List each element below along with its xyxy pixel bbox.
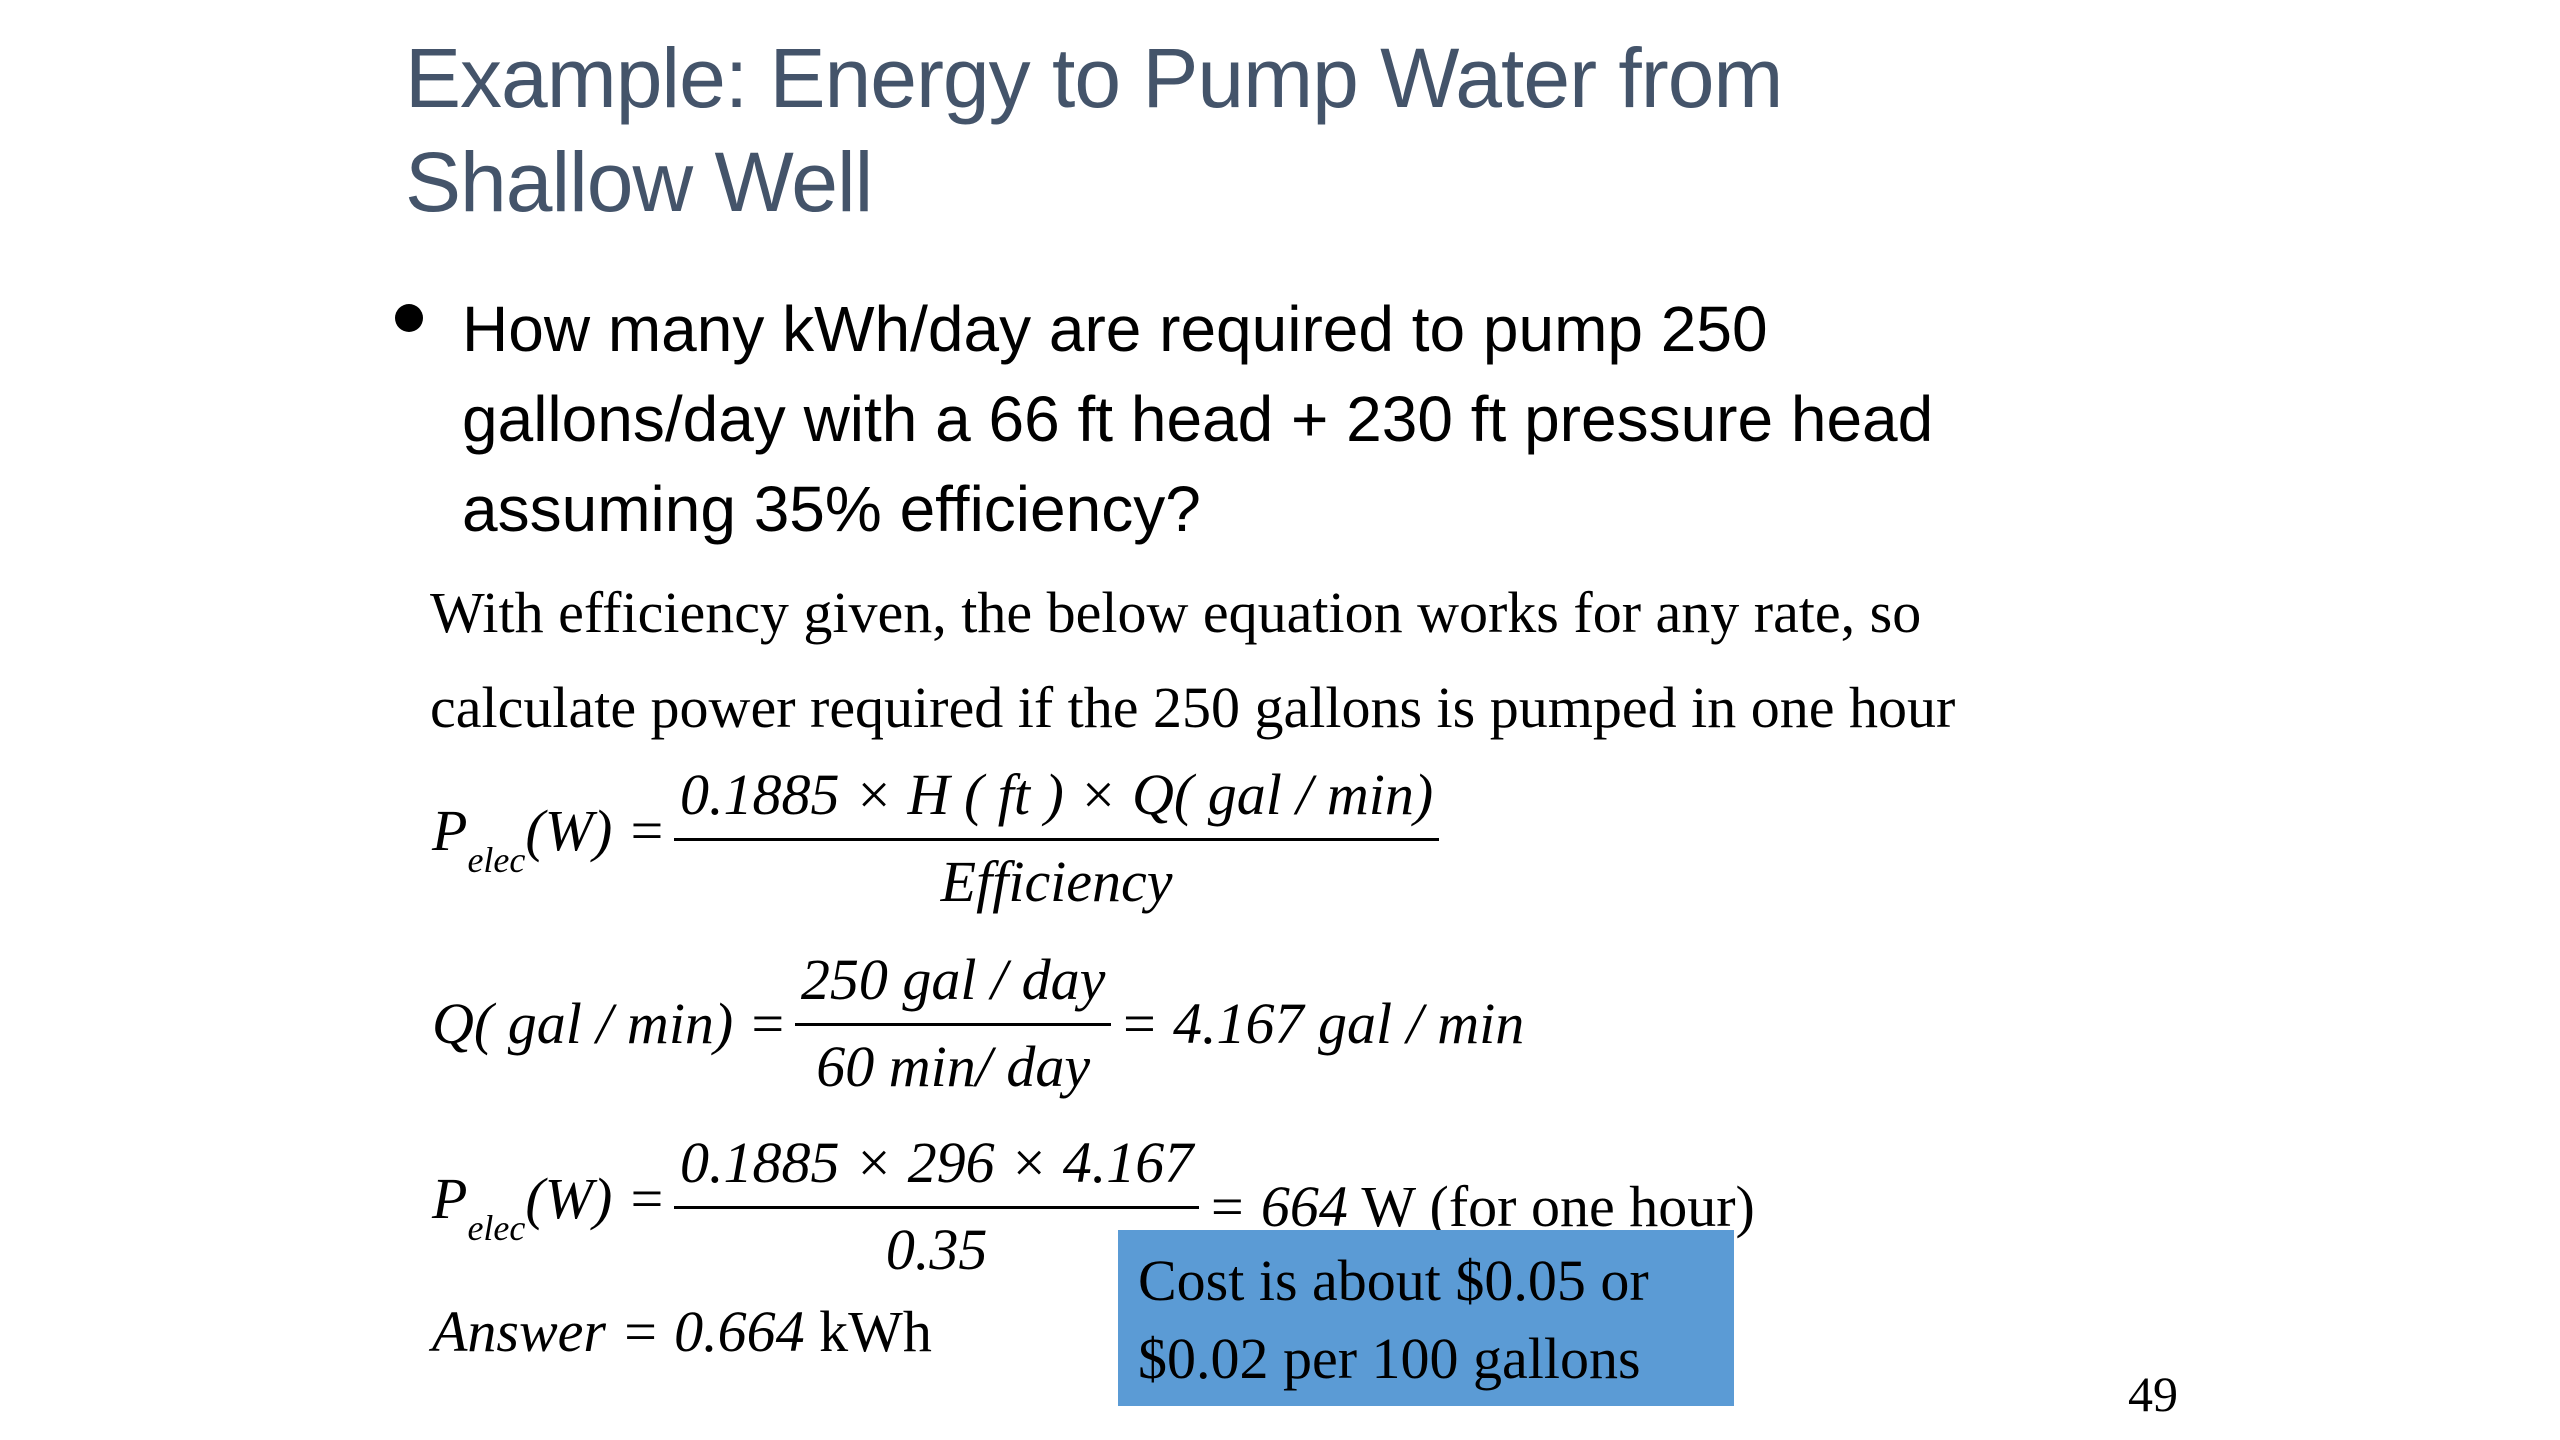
bullet-question: How many kWh/day are required to pump 25… [390,284,2190,554]
eq3-fraction: 0.1885 × 296 × 4.167 0.35 [673,1128,1200,1285]
bullet-text: How many kWh/day are required to pump 25… [462,284,2190,554]
eq2-fraction: 250 gal / day 60 min/ day [794,945,1112,1102]
bullet-line-3: assuming 35% efficiency? [462,473,1201,545]
answer-line: Answer = 0.664 kWh [432,1298,932,1365]
intro-line-1: With efficiency given, the below equatio… [430,580,1922,645]
eq2-numerator: 250 gal / day [794,945,1112,1026]
eq3-lhs-unit: (W) = [525,1165,666,1231]
eq3-lhs-symbol: P [432,1165,468,1231]
bullet-line-2: gallons/day with a 66 ft head + 230 ft p… [462,383,1934,455]
eq2-rhs: = 4.167 gal / min [1119,991,1525,1056]
eq1-lhs-subscript: elec [467,839,526,880]
cost-callout-box: Cost is about $0.05 or $0.02 per 100 gal… [1118,1230,1734,1406]
slide-title: Example: Energy to Pump Water from Shall… [405,26,2305,234]
eq3-rhs: = 664 W (for one hour) [1207,1173,1755,1240]
intro-line-2: calculate power required if the 250 gall… [430,675,1956,740]
eq1-numerator: 0.1885 × H ( ft ) × Q( gal / min) [673,760,1440,841]
bullet-dot-icon [395,304,423,332]
eq3-rhs-text: W (for one hour) [1347,1174,1755,1239]
page-number: 49 [2128,1366,2178,1422]
eq2-denominator: 60 min/ day [816,1034,1091,1099]
eq1-lhs-symbol: P [432,797,468,863]
answer-unit: kWh [804,1299,932,1364]
eq3-denominator: 0.35 [885,1217,988,1282]
title-line-1: Example: Energy to Pump Water from [405,31,1783,125]
bullet-line-1: How many kWh/day are required to pump 25… [462,293,1768,365]
eq3-numerator: 0.1885 × 296 × 4.167 [673,1128,1200,1209]
title-line-2: Shallow Well [405,135,873,229]
intro-text: With efficiency given, the below equatio… [430,565,1955,755]
answer-text: Answer = 0.664 kWh [432,1298,932,1365]
power-result-equation: Pelec(W) = 0.1885 × 296 × 4.167 0.35 = 6… [432,1128,1755,1285]
eq1-lhs: Pelec(W) = [432,797,666,881]
eq3-lhs: Pelec(W) = [432,1165,666,1249]
eq2-lhs: Q( gal / min) = [432,991,787,1056]
eq1-lhs-unit: (W) = [525,797,666,863]
eq1-denominator: Efficiency [940,849,1173,914]
eq1-fraction: 0.1885 × H ( ft ) × Q( gal / min) Effici… [673,760,1440,917]
flow-rate-equation: Q( gal / min) = 250 gal / day 60 min/ da… [432,945,1524,1102]
answer-label: Answer = 0.664 [432,1299,805,1364]
power-equation: Pelec(W) = 0.1885 × H ( ft ) × Q( gal / … [432,760,1447,917]
cost-line-2: $0.02 per 100 gallons [1138,1326,1641,1391]
eq3-lhs-subscript: elec [467,1207,526,1248]
cost-line-1: Cost is about $0.05 or [1138,1248,1649,1313]
eq3-rhs-value: = 664 [1207,1174,1348,1239]
